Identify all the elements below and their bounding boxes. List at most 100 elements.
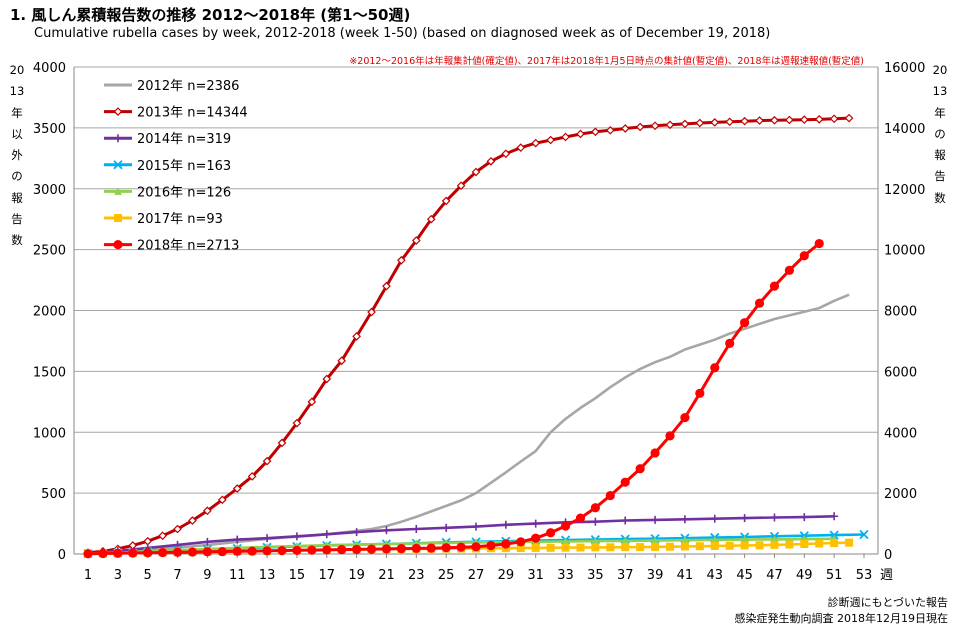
data-point [531, 533, 541, 543]
data-point [785, 115, 794, 125]
data-point [217, 495, 227, 505]
data-point [829, 114, 839, 124]
data-point [203, 537, 212, 546]
data-point [411, 236, 421, 245]
data-point [740, 318, 750, 328]
data-point [158, 547, 168, 558]
data-point [262, 456, 272, 466]
data-point [680, 536, 689, 544]
page-title: 1. 風しん累積報告数の推移 2012～2018年 (第1～50週) [10, 6, 411, 24]
x-tick: 31 [527, 568, 544, 583]
data-point [710, 535, 719, 544]
data-point [247, 472, 257, 481]
data-point [292, 418, 302, 428]
legend-label: 2013年 n=14344 [137, 106, 248, 121]
data-point [531, 543, 540, 552]
series-7 [83, 238, 824, 559]
x-tick: 47 [766, 568, 783, 583]
x-tick: 17 [318, 568, 335, 583]
series-line [87, 293, 850, 555]
data-point [799, 251, 809, 261]
data-point [740, 514, 749, 523]
legend-marker [113, 107, 123, 116]
series-1 [87, 293, 850, 555]
data-note: ※2012～2016年は年報集計値(確定値)、2017年は2018年1月5日時点… [349, 56, 864, 67]
data-point [546, 135, 555, 145]
data-point [442, 523, 451, 532]
data-point [621, 516, 630, 525]
x-tick: 37 [617, 568, 634, 583]
y-tick-right: 12000 [884, 183, 925, 198]
x-tick: 11 [229, 568, 246, 583]
y-tick-left: 3000 [33, 183, 66, 198]
data-point [695, 542, 704, 551]
x-tick: 41 [677, 568, 694, 583]
data-point [844, 113, 854, 123]
legend-label: 2012年 n=2386 [137, 79, 239, 94]
data-point [710, 514, 719, 523]
data-point [322, 530, 331, 539]
y-tick-right: 2000 [884, 487, 917, 502]
data-point [651, 542, 660, 551]
data-point [187, 547, 198, 557]
footer-note-2: 感染症発生動向調査 2018年12月19日現在 [734, 612, 948, 625]
data-point [382, 526, 391, 535]
y-tick-left: 2000 [33, 305, 66, 320]
data-point [814, 238, 824, 249]
y-tick-right: 0 [884, 548, 892, 563]
data-point [710, 118, 720, 127]
data-point [830, 512, 839, 521]
data-point [516, 143, 526, 153]
legend-marker [113, 240, 123, 250]
data-point [486, 540, 496, 551]
data-point [635, 122, 645, 132]
y-tick-right: 8000 [884, 305, 917, 320]
data-point [561, 537, 570, 545]
data-point [665, 120, 675, 130]
data-point [740, 116, 749, 126]
data-point [381, 544, 392, 554]
x-tick: 53 [856, 568, 873, 583]
data-point [471, 542, 481, 552]
x-tick: 43 [706, 568, 723, 583]
data-point [710, 541, 719, 550]
data-point [799, 115, 809, 125]
data-point [650, 448, 660, 458]
data-point [546, 528, 556, 538]
data-point [621, 536, 630, 545]
data-point [411, 543, 421, 553]
y-tick-left: 3500 [33, 122, 66, 137]
data-point [412, 525, 421, 534]
chart-subtitle: Cumulative rubella cases by week, 2012-2… [34, 26, 771, 41]
data-point [277, 545, 287, 556]
data-point [143, 548, 153, 558]
y-axis-right-label: 2013年の報告数 [932, 63, 948, 205]
data-point [486, 157, 496, 166]
data-point [814, 115, 824, 124]
series-line [87, 242, 821, 556]
y-tick-left: 0 [58, 548, 66, 563]
x-tick: 39 [647, 568, 664, 583]
data-point [203, 506, 212, 516]
data-point [620, 124, 630, 133]
series-line [87, 116, 850, 555]
data-point [501, 539, 511, 549]
x-tick: 49 [796, 568, 813, 583]
x-tick: 29 [498, 568, 515, 583]
data-point [277, 438, 287, 448]
x-tick: 9 [203, 568, 211, 583]
legend-label: 2016年 n=126 [137, 185, 231, 200]
data-point [531, 138, 541, 148]
data-point [845, 538, 854, 547]
y-tick-left: 4000 [33, 61, 66, 76]
data-point [680, 413, 690, 423]
legend-label: 2015年 n=163 [137, 159, 231, 174]
data-point [233, 535, 242, 544]
data-point [322, 545, 332, 555]
data-point [232, 484, 242, 493]
data-point [725, 541, 734, 550]
gridlines [74, 66, 878, 494]
data-point [621, 543, 630, 552]
data-point [725, 117, 735, 127]
data-point [755, 116, 764, 125]
